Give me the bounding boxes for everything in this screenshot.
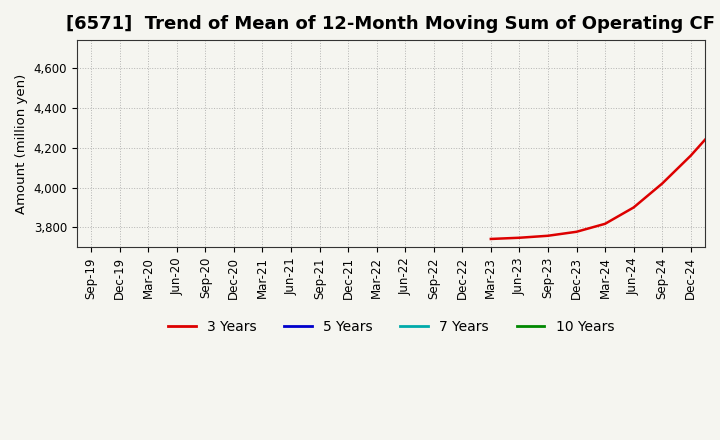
Title: [6571]  Trend of Mean of 12-Month Moving Sum of Operating CF: [6571] Trend of Mean of 12-Month Moving …: [66, 15, 716, 33]
Y-axis label: Amount (million yen): Amount (million yen): [15, 73, 28, 214]
Legend: 3 Years, 5 Years, 7 Years, 10 Years: 3 Years, 5 Years, 7 Years, 10 Years: [162, 315, 620, 340]
